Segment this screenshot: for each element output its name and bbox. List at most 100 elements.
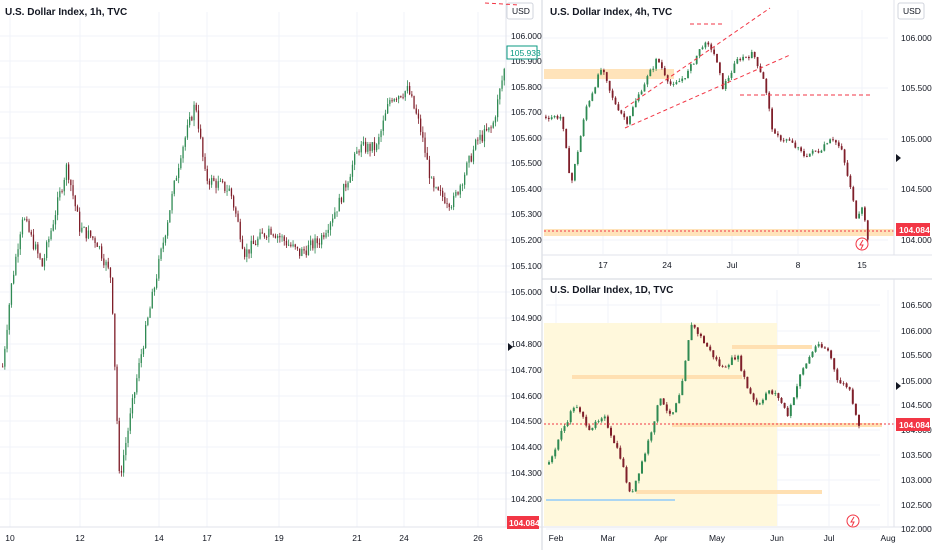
candle-body [283, 236, 285, 241]
candle-body [736, 59, 739, 64]
candle-body [771, 108, 773, 130]
candle-body [186, 125, 189, 138]
arrow-right-icon-1d[interactable] [896, 382, 901, 390]
time-tick-4h: 17 [598, 260, 608, 270]
candle-body [2, 366, 4, 368]
candle-body [182, 146, 184, 159]
time-axis-4h[interactable]: 17 24 Jul 8 15 [598, 260, 867, 270]
price-tick-1d: 104.500 [901, 400, 932, 410]
candle-body [257, 238, 259, 245]
candle-body [288, 244, 290, 246]
candle-body [499, 88, 501, 100]
candle-body [661, 62, 663, 68]
candle-body [545, 116, 547, 118]
candle-body [365, 141, 367, 152]
candle-body [646, 76, 649, 85]
candle-body [768, 92, 771, 109]
candle-body [279, 236, 281, 238]
candle-body [796, 386, 798, 398]
candle-body [448, 204, 450, 208]
price-tick-1h: 105.200 [511, 235, 542, 245]
candle-body [692, 63, 695, 65]
currency-button-1h[interactable]: USD [512, 6, 530, 16]
candle-body [404, 91, 406, 98]
dollar-flash-icon[interactable] [855, 237, 869, 251]
candle-body [739, 59, 742, 61]
arrow-right-icon[interactable] [508, 343, 513, 351]
candle-body [820, 150, 823, 153]
candle-body [647, 440, 650, 454]
zone-1d-mid[interactable] [572, 375, 742, 379]
candle-body [217, 181, 219, 188]
trend-line-fragment[interactable] [484, 2, 521, 6]
candle-body [608, 80, 611, 91]
candle-body [184, 137, 186, 147]
price-tick-4h: 106.000 [901, 33, 932, 43]
time-tick-1d: Jun [770, 533, 784, 543]
candle-body [378, 137, 380, 145]
candle-body [550, 117, 553, 119]
time-axis-1h[interactable]: 10 12 14 17 19 21 24 26 [5, 533, 483, 543]
candle-body [226, 190, 228, 192]
candle-body [391, 100, 393, 102]
candle-body [274, 235, 277, 238]
candle-body [616, 443, 619, 448]
candle-body [32, 234, 35, 249]
candle-body [501, 80, 503, 89]
candle-body [788, 139, 791, 141]
price-tick-1h: 104.400 [511, 442, 542, 452]
price-tick-1h: 105.800 [511, 82, 542, 92]
support-zone-4h[interactable] [544, 229, 894, 236]
candle-body [842, 383, 845, 385]
candle-body [606, 416, 609, 428]
dollar-flash-icon-1d[interactable] [846, 514, 860, 528]
candle-body [329, 222, 332, 230]
candle-body [395, 99, 398, 100]
chart-pane-4h[interactable]: U.S. Dollar Index, 4h, TVC USD 106.00010… [484, 0, 932, 270]
time-axis-1d[interactable]: Feb Mar Apr May Jun Jul Aug [549, 533, 896, 543]
candle-body [551, 456, 554, 463]
candle-body [693, 324, 696, 328]
zone-1d-top[interactable] [732, 345, 812, 349]
candle-body [832, 139, 834, 141]
currency-button-4h[interactable]: USD [903, 6, 921, 16]
chart-pane-1d[interactable]: U.S. Dollar Index, 1D, TVC 106.500 106.00… [542, 279, 932, 543]
candle-body [477, 139, 479, 141]
candle-body [8, 304, 10, 330]
candle-body [224, 181, 226, 192]
price-tick-1h: 106.000 [511, 31, 542, 41]
candle-body [338, 197, 340, 212]
price-tick-1h: 105.700 [511, 107, 542, 117]
candle-body [54, 215, 57, 225]
lower-channel-line[interactable] [624, 54, 791, 129]
zone-1d-low[interactable] [636, 490, 822, 494]
candle-body [823, 347, 826, 349]
candle-body [579, 407, 581, 412]
candle-body [716, 53, 718, 63]
candle-body [712, 350, 715, 358]
candle-body [755, 399, 758, 405]
candle-body [851, 389, 854, 404]
resistance-zone-4h[interactable] [544, 69, 674, 79]
candle-body [641, 461, 643, 474]
arrow-right-icon-4h[interactable] [896, 154, 901, 162]
zone-1d-support[interactable] [672, 423, 882, 427]
chart-pane-1h[interactable]: U.S. Dollar Index, 1h, TVC USD 106.00010… [0, 0, 542, 543]
candle-body [30, 231, 32, 235]
price-axis-4h[interactable]: 106.000 105.500 105.000 104.500 104.000 [901, 33, 932, 245]
svg-text:104.084: 104.084 [899, 420, 930, 430]
candle-body [797, 147, 800, 149]
candle-body [628, 482, 631, 492]
candle-body [90, 230, 92, 237]
candle-body [709, 346, 712, 351]
candle-body [387, 104, 389, 114]
candle-body [665, 404, 668, 411]
price-axis-1h[interactable]: 106.000 105.900 105.800 105.700 105.600 105.5… [511, 31, 542, 504]
upper-channel-line[interactable] [624, 7, 771, 109]
candle-body [17, 249, 19, 257]
candle-body [241, 239, 244, 249]
candle-body [799, 374, 802, 387]
candle-body [652, 68, 655, 70]
candle-body [81, 227, 83, 232]
candle-body [303, 249, 305, 251]
